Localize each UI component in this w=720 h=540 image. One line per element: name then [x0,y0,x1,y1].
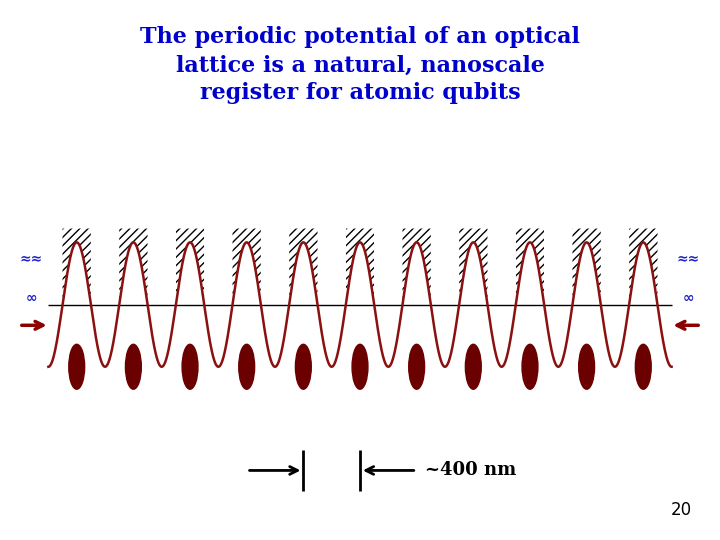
Text: ∞: ∞ [683,291,694,305]
Text: ~400 nm: ~400 nm [425,462,516,480]
Text: The periodic potential of an optical
lattice is a natural, nanoscale
register fo: The periodic potential of an optical lat… [140,26,580,104]
Ellipse shape [522,345,538,389]
Ellipse shape [69,345,85,389]
Ellipse shape [125,345,141,389]
Ellipse shape [352,345,368,389]
Ellipse shape [465,345,481,389]
Text: ∞: ∞ [26,291,37,305]
Ellipse shape [295,345,311,389]
Ellipse shape [239,345,255,389]
Ellipse shape [409,345,425,389]
Ellipse shape [635,345,651,389]
Text: 20: 20 [670,501,692,519]
Text: ≈≈: ≈≈ [677,253,701,267]
Ellipse shape [182,345,198,389]
Ellipse shape [579,345,595,389]
Text: ≈≈: ≈≈ [19,253,43,267]
